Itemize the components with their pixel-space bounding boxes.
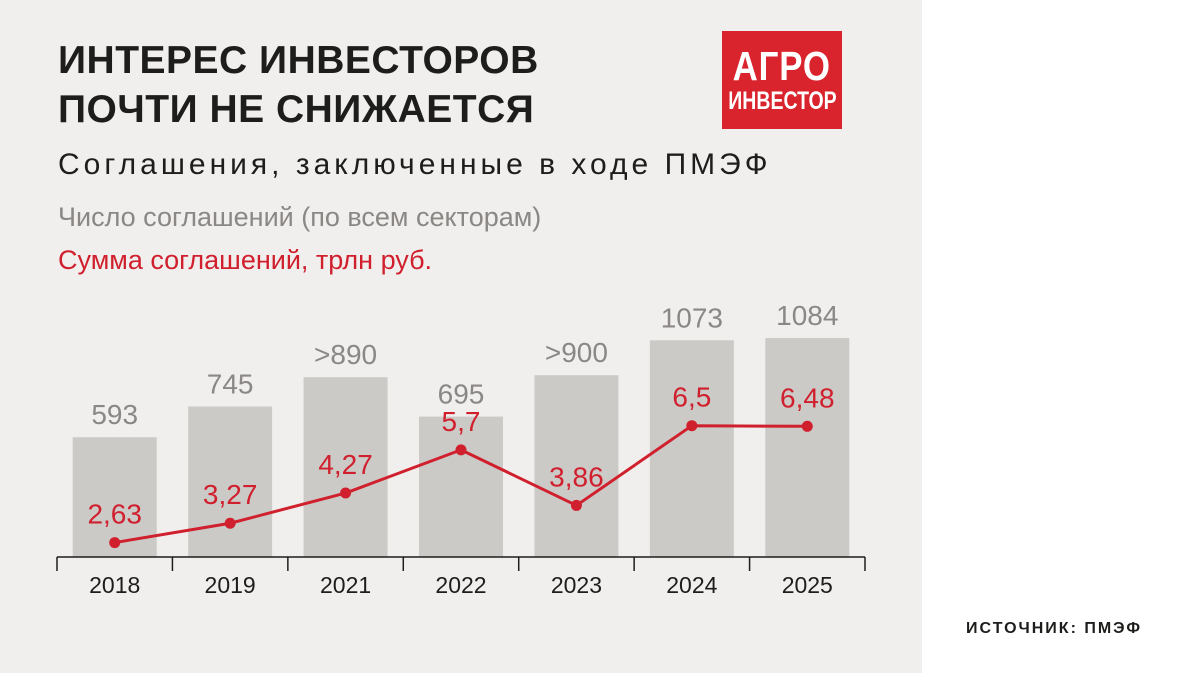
logo-line-1: АГРО [732, 43, 832, 89]
sum-point-2023 [570, 499, 582, 511]
x-tick-label-2025: 2025 [782, 572, 833, 598]
logo-line-2: ИНВЕСТОР [727, 87, 837, 115]
bar-2019 [188, 406, 273, 557]
x-tick-label-2023: 2023 [551, 572, 602, 598]
sum-label-2025: 6,48 [780, 382, 835, 413]
count-label-2024: 1073 [661, 302, 723, 333]
bar-2022 [419, 416, 503, 557]
count-label-2023: >900 [545, 337, 608, 368]
count-label-2019: 745 [207, 369, 254, 400]
sum-label-2021: 4,27 [318, 449, 373, 480]
sum-point-2018 [109, 537, 121, 549]
x-tick-label-2024: 2024 [666, 572, 717, 598]
legend-sum-series: Сумма соглашений, трлн руб. [58, 245, 433, 275]
sum-point-2022 [455, 444, 467, 456]
legend-count-series: Число соглашений (по всем секторам) [58, 202, 542, 232]
x-tick-label-2018: 2018 [89, 572, 140, 598]
title-line-2: ПОЧТИ НЕ СНИЖАЕТСЯ [58, 88, 535, 131]
sum-label-2024: 6,5 [672, 382, 711, 413]
sum-label-2018: 2,63 [87, 499, 142, 530]
source-note: ИСТОЧНИК: ПМЭФ [966, 620, 1142, 637]
bar-2025 [765, 338, 850, 557]
sum-point-2019 [224, 517, 236, 529]
chart-subtitle: Соглашения, заключенные в ходе ПМЭФ [58, 148, 772, 181]
title-line-1: ИНТЕРЕС ИНВЕСТОРОВ [58, 39, 539, 82]
bar-2024 [649, 340, 734, 557]
sum-label-2022: 5,7 [442, 406, 481, 437]
sum-label-2023: 3,86 [549, 461, 604, 492]
chart-title: ИНТЕРЕС ИНВЕСТОРОВ ПОЧТИ НЕ СНИЖАЕТСЯ [58, 36, 539, 134]
bar-2021 [303, 377, 388, 557]
sum-point-2021 [340, 487, 352, 499]
sum-point-2024 [686, 420, 698, 432]
count-label-2022: 695 [438, 379, 485, 410]
sum-point-2025 [801, 420, 813, 432]
x-tick-label-2021: 2021 [320, 572, 371, 598]
sum-label-2019: 3,27 [203, 479, 258, 510]
chart-plot: 593 745 >890 695 >900 1073 1084 2018 2019 2021 202… [56, 300, 866, 598]
count-label-2021: >890 [314, 339, 377, 370]
x-tick-label-2022: 2022 [435, 572, 486, 598]
bar-2023 [534, 375, 619, 557]
count-label-2018: 593 [91, 399, 138, 430]
x-tick-label-2019: 2019 [205, 572, 256, 598]
agroinvestor-logo: АГРО ИНВЕСТОР [722, 31, 842, 129]
count-label-2025: 1084 [776, 300, 838, 331]
